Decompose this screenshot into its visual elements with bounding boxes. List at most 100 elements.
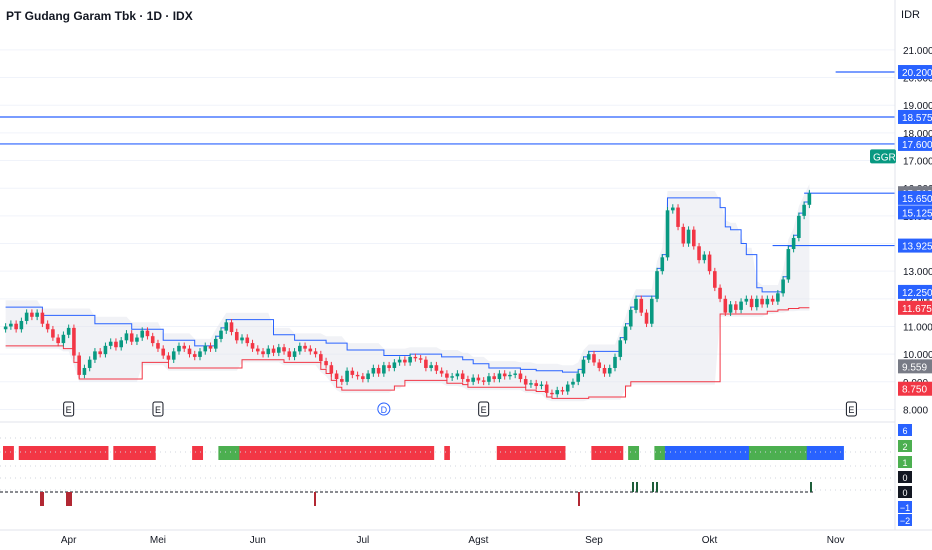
candle-body [366,373,370,380]
earnings-marker [152,401,164,417]
candle-body [529,383,533,385]
histogram-bar [701,446,708,460]
price-tag-label: 9.559 [902,362,927,373]
histogram-bar [654,446,661,460]
candle-body [334,373,339,380]
histogram-bar [806,446,813,460]
candle-body [802,204,806,216]
candle-body [177,345,181,352]
oscillator-scale-tag [898,440,912,452]
candle-body [192,354,197,357]
earnings-marker-label: E [848,405,854,415]
histogram-bar [785,446,792,460]
candle-body [523,379,528,385]
candle-body [166,355,171,360]
histogram-bar [60,446,67,460]
histogram-bar [780,446,787,460]
histogram-bar [607,446,613,460]
price-tag [898,205,932,220]
candlesticks [3,189,812,398]
oscillator-bar [636,482,638,492]
candle-body [649,298,654,324]
candle-body [266,348,271,355]
price-tag-label: 15.125 [902,208,932,219]
oscillator-scale-label: 6 [902,426,907,436]
candle-body [755,298,759,308]
candle-body [161,348,166,356]
histogram-bar [228,446,235,460]
price-tag-label: 11.675 [902,304,932,315]
histogram-bar [76,446,83,460]
time-axis-tick: Nov [827,535,845,546]
time-axis: Apr Mei Jun Jul Agst Sep Okt Nov [0,529,932,546]
candle-body [82,367,87,375]
histogram-bar [255,446,261,460]
price-axis-tick: 20.000 [903,74,932,85]
candle-body [271,348,276,353]
histogram-bar [3,446,9,460]
candle-body [776,293,780,302]
time-axis-tick: Agst [468,535,488,546]
histogram-bar [381,446,387,460]
histogram-bar [144,446,151,460]
chart-title: PT Gudang Garam Tbk · 1D · IDX [6,9,193,23]
candle-body [739,301,743,310]
candle-body [749,298,754,308]
candle-body [513,373,517,375]
histogram-bar [423,446,429,460]
dividend-marker [377,402,391,416]
candle-body [45,323,50,330]
candle-body [345,370,349,382]
earnings-marker [478,401,490,417]
candle-body [586,354,591,360]
histogram-bar [134,446,140,460]
candle-body [51,329,55,338]
candle-body [77,355,81,375]
histogram-bar [260,446,267,460]
histogram-bar [754,446,760,460]
price-tag [898,359,932,374]
candle-body [676,207,680,227]
price-tag-label: 15.650 [902,194,932,205]
candle-body [555,390,560,395]
histogram-bar [801,446,808,460]
histogram-bar [45,446,51,460]
candle-body [807,193,812,205]
histogram-bar [92,446,98,460]
histogram-bar [344,446,351,460]
channel-lower-line [5,307,810,399]
histogram-bar [554,446,561,460]
oscillator-scale-tag [898,471,912,483]
candle-body [697,246,701,261]
histogram-bar [775,446,781,460]
earnings-marker-label: E [155,405,161,415]
histogram-bar [223,446,230,460]
histogram-bar [691,446,697,460]
histogram-bar [617,446,624,460]
histogram-bar [706,446,713,460]
candle-body [35,312,39,317]
candle-body [119,340,123,348]
candle-body [224,322,229,331]
dividend-marker-label: D [381,405,388,415]
histogram-bar [281,446,288,460]
histogram-bar [502,446,508,460]
indicator-histogram: 6 2 1 0 0 −1 −2 [0,424,912,526]
candle-body [508,374,512,377]
price-axis-tick: 21.000 [903,46,932,57]
histogram-bar [712,446,718,460]
candle-body [460,373,465,380]
candle-body [770,298,775,302]
histogram-bar [249,446,256,460]
candle-body [665,210,670,258]
candle-body [72,327,76,356]
candle-body [203,345,208,352]
histogram-bar [81,446,88,460]
candle-body [156,343,160,349]
time-axis-tick: Jul [356,535,369,546]
candle-body [397,359,402,363]
candle-body [797,215,801,238]
candle-body [634,298,638,310]
histogram-bar [396,446,403,460]
